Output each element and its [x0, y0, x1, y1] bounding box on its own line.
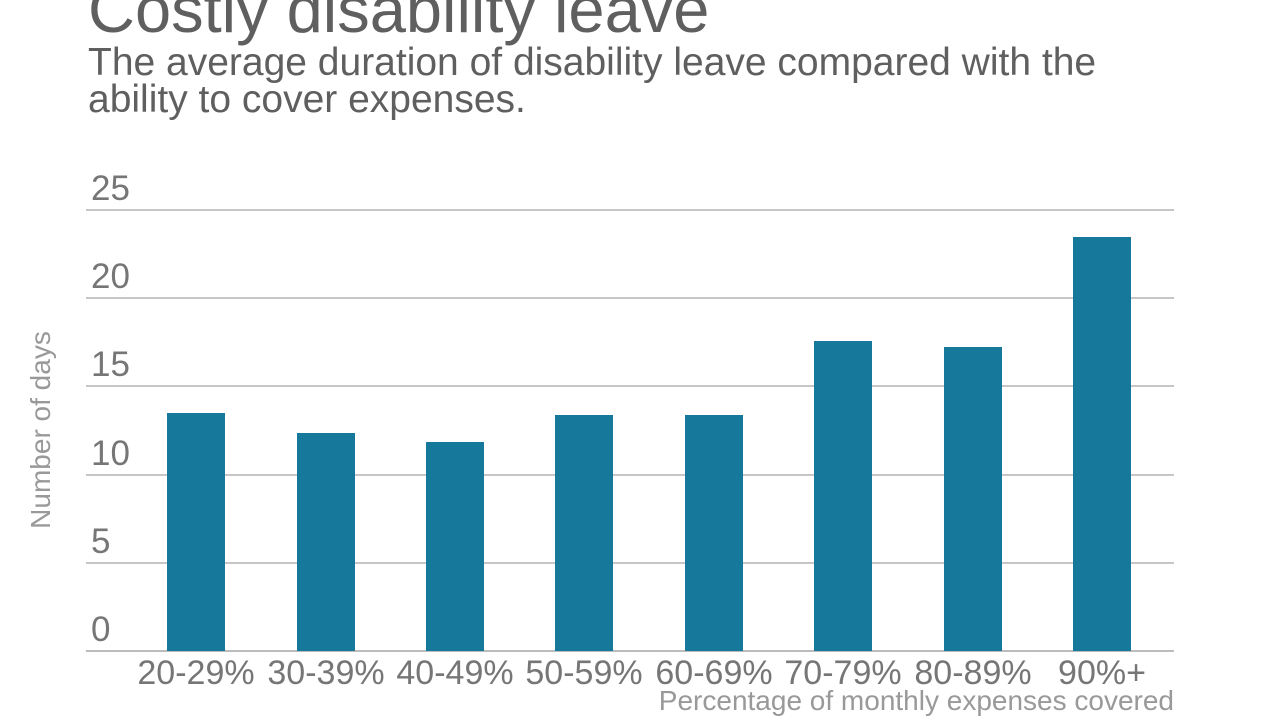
svg-text:Number of days: Number of days	[25, 331, 56, 529]
svg-text:50-59%: 50-59%	[525, 654, 642, 692]
svg-text:15: 15	[91, 345, 130, 384]
svg-text:20-29%: 20-29%	[137, 654, 254, 692]
svg-text:5: 5	[91, 522, 110, 561]
svg-text:20: 20	[91, 257, 130, 296]
svg-text:0: 0	[91, 610, 110, 649]
svg-text:40-49%: 40-49%	[396, 654, 513, 692]
svg-text:Percentage of monthly expenses: Percentage of monthly expenses covered	[659, 685, 1174, 716]
svg-text:25: 25	[91, 169, 130, 208]
svg-text:30-39%: 30-39%	[267, 654, 384, 692]
svg-text:10: 10	[91, 434, 130, 473]
